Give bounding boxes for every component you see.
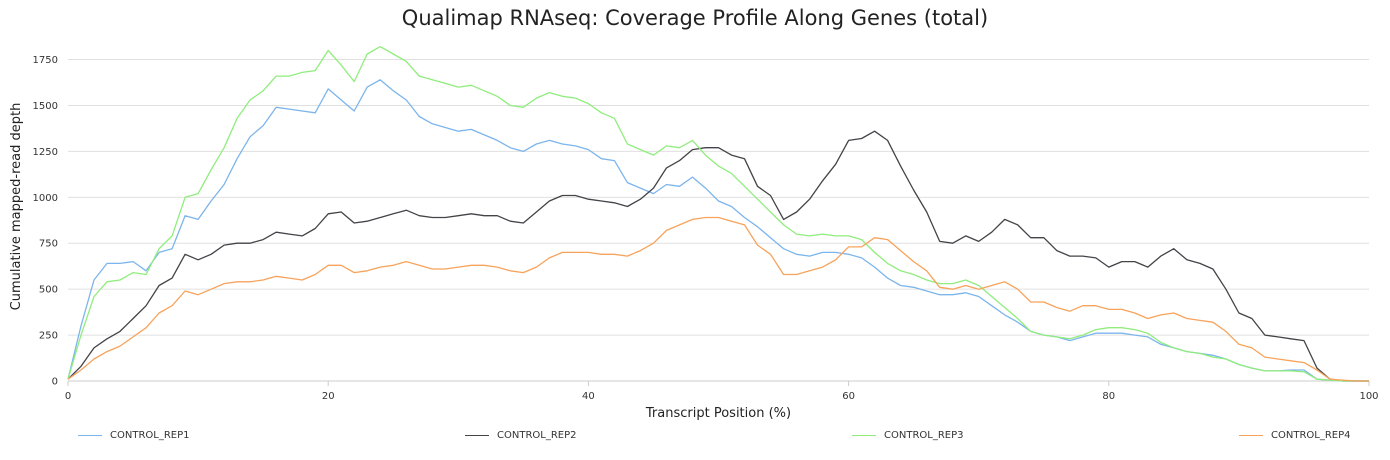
x-tick-label: 100 — [1359, 391, 1378, 402]
legend: CONTROL_REP1 CONTROL_REP2 CONTROL_REP3 CONT… — [0, 430, 1390, 450]
y-tick-label: 500 — [39, 285, 58, 296]
series-line-control-rep3 — [67, 46, 1369, 382]
y-tick-label: 1250 — [33, 147, 58, 158]
legend-label: CONTROL_REP3 — [884, 430, 964, 441]
series-line-control-rep2 — [67, 130, 1369, 382]
x-tick-label: 80 — [1102, 391, 1115, 402]
grid-lines — [68, 59, 1369, 336]
x-axis-ticks: 0 20 40 60 80 100 — [65, 381, 1379, 402]
legend-item-control-rep2[interactable]: CONTROL_REP2 — [465, 430, 577, 441]
legend-swatch — [465, 435, 489, 436]
series-line-control-rep4 — [67, 216, 1369, 382]
y-tick-label: 250 — [39, 331, 58, 342]
x-axis-label: Transcript Position (%) — [645, 406, 791, 421]
y-tick-label: 0 — [52, 377, 58, 388]
y-tick-label: 750 — [39, 239, 58, 250]
x-tick-label: 60 — [842, 391, 855, 402]
legend-swatch — [1239, 435, 1263, 436]
series-line-control-rep1 — [67, 79, 1369, 382]
x-tick-label: 20 — [322, 391, 335, 402]
legend-label: CONTROL_REP4 — [1271, 430, 1351, 441]
y-tick-label: 1500 — [33, 101, 58, 112]
series-lines — [67, 46, 1369, 382]
legend-item-control-rep4[interactable]: CONTROL_REP4 — [1239, 430, 1351, 441]
chart-title: Qualimap RNAseq: Coverage Profile Along … — [401, 6, 989, 30]
legend-item-control-rep1[interactable]: CONTROL_REP1 — [78, 430, 190, 441]
x-tick-label: 40 — [582, 391, 595, 402]
legend-swatch — [78, 435, 102, 436]
x-tick-label: 0 — [65, 391, 71, 402]
legend-label: CONTROL_REP1 — [110, 430, 190, 441]
y-axis-label: Cumulative mapped-read depth — [9, 103, 24, 311]
y-axis-ticks: 0 250 500 750 1000 1250 1500 1750 — [33, 55, 58, 387]
y-tick-label: 1750 — [33, 55, 58, 66]
legend-label: CONTROL_REP2 — [497, 430, 577, 441]
legend-item-control-rep3[interactable]: CONTROL_REP3 — [852, 430, 964, 441]
legend-swatch — [852, 435, 876, 436]
y-tick-label: 1000 — [33, 193, 58, 204]
